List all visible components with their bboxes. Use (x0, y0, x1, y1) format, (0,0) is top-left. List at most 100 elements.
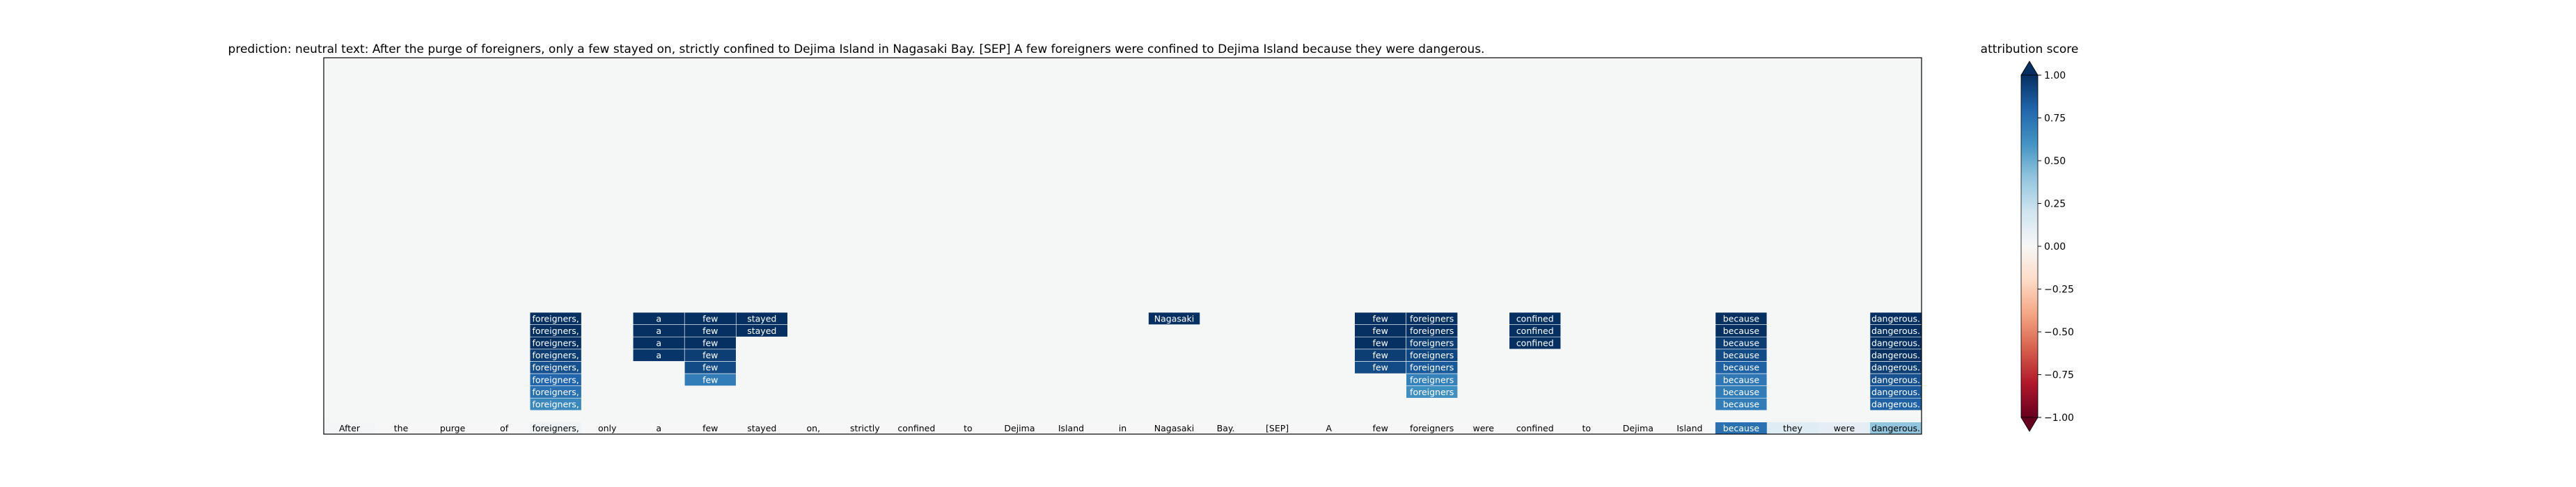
token-cell-a (1303, 422, 1355, 434)
heatmap-cell-label: foreigners, (533, 374, 579, 385)
token-cell-sep (1251, 422, 1303, 434)
colorbar-ticks: 1.00 0.75 0.50 0.25 0.00 −0.25 −0.50 −0.75 −1.00 (2038, 70, 2074, 424)
colorbar-tick-label: 0.75 (2044, 113, 2066, 125)
token-cell-were (1457, 422, 1509, 434)
heatmap-cell-confined (1509, 312, 1562, 325)
heatmap-cell-label: a (656, 313, 661, 324)
heatmap-cell-label: foreigners (1410, 387, 1454, 397)
heatmap-cell-label: because (1723, 399, 1760, 410)
token-cell-confined (1509, 422, 1561, 434)
heatmap-cell-label: confined (1516, 338, 1554, 349)
token-label: After (339, 423, 361, 433)
token-label: on, (807, 423, 821, 433)
token-label: [SEP] (1266, 423, 1289, 433)
token-label: a (656, 423, 661, 433)
heatmap-cell-label: because (1723, 362, 1760, 373)
colorbar-label: attribution score (1981, 42, 2079, 56)
colorbar-tick-label: 1.00 (2044, 70, 2066, 81)
heatmap-cell-label: foreigners, (533, 338, 579, 349)
token-label: dangerous. (1871, 423, 1920, 433)
token-cell-nagasaki (1148, 422, 1200, 434)
heatmap-cell-label: foreigners (1410, 326, 1454, 336)
token-label: few (1372, 423, 1388, 433)
token-cell-only (581, 422, 634, 434)
token-cell-in (1097, 422, 1149, 434)
heatmap-cell-label: foreigners (1410, 350, 1454, 360)
token-cell-because (1715, 422, 1767, 434)
heatmap-cell-label: foreigners (1410, 338, 1454, 349)
token-cell-they (1766, 422, 1819, 434)
heatmap-cell-label: few (702, 374, 718, 385)
heatmap-cell-label: stayed (747, 326, 776, 336)
colorbar-tick-label: 0.00 (2044, 241, 2066, 253)
heatmap-cell-label: few (702, 362, 718, 373)
token-label: Island (1058, 423, 1084, 433)
token-label: strictly (850, 423, 880, 433)
heatmap-cell-label: few (1372, 326, 1388, 336)
heatmap-cell-label: foreigners (1410, 374, 1454, 385)
token-label: only (598, 423, 617, 433)
colorbar-extend-min (2020, 417, 2039, 432)
heatmap-cell-label: because (1723, 326, 1760, 336)
heatmap-cell-label: because (1723, 350, 1760, 360)
token-cell-dangerous (1869, 422, 1922, 434)
heatmap-cell-label: a (656, 350, 661, 360)
token-label: they (1783, 423, 1803, 433)
token-label: few (702, 423, 718, 433)
token-cell-were (1818, 422, 1870, 434)
heatmap-cell-label: few (702, 338, 718, 349)
heatmap-cell-label: foreigners, (533, 362, 579, 373)
token-label: of (500, 423, 509, 433)
token-cell-island (1663, 422, 1715, 434)
token-cell-to (942, 422, 994, 434)
token-label: Nagasaki (1154, 423, 1195, 433)
token-label: to (1582, 423, 1592, 433)
heatmap-cell-stayed (735, 312, 788, 325)
heatmap-cell-label: dangerous. (1871, 387, 1920, 397)
heatmap-cell-label: Nagasaki (1154, 313, 1195, 324)
heatmap-cell-label: a (656, 338, 661, 349)
token-cell-strictly (839, 422, 891, 434)
token-label: Island (1676, 423, 1702, 433)
chart-title: prediction: neutral text: After the purg… (228, 42, 1485, 56)
token-cell-dejima (1612, 422, 1664, 434)
heatmap-cell-label: few (702, 350, 718, 360)
heatmap-cell-label: foreigners (1410, 362, 1454, 373)
token-label: were (1472, 423, 1494, 433)
heatmap-cell-label: foreigners, (533, 350, 579, 360)
heatmap-cell-label: few (1372, 350, 1388, 360)
heatmap-cell-label: because (1723, 313, 1760, 324)
heatmap-cell-label: few (1372, 338, 1388, 349)
colorbar-gradient (2020, 74, 2039, 418)
token-cell-foreigners (1406, 422, 1458, 434)
heatmap-cell-label: stayed (747, 313, 776, 324)
plot-frame (323, 57, 1922, 435)
heatmap-cell-label: because (1723, 374, 1760, 385)
heatmap-cell-label: few (702, 326, 718, 336)
heatmap-cell-label: foreigners, (533, 313, 579, 324)
token-cell-stayed (736, 422, 788, 434)
heatmap-cell-label: confined (1516, 313, 1554, 324)
heatmap-cell-label: dangerous. (1871, 350, 1920, 360)
heatmap-cell-label: foreigners, (533, 387, 579, 397)
token-label: the (394, 423, 409, 433)
heatmap-cell-label: dangerous. (1871, 374, 1920, 385)
token-label: were (1834, 423, 1855, 433)
token-label: to (964, 423, 973, 433)
token-cell-foreigners (530, 422, 582, 434)
token-cell-on (787, 422, 840, 434)
colorbar-tick-label: 0.50 (2044, 156, 2066, 167)
token-cell-bay (1200, 422, 1252, 434)
token-label: Dejima (1623, 423, 1654, 433)
token-label: in (1119, 423, 1126, 433)
colorbar-tick-label: −0.25 (2044, 285, 2074, 296)
heatmap-cell-label: foreigners, (533, 399, 579, 410)
token-cell-few (684, 422, 737, 434)
token-label: stayed (747, 423, 776, 433)
heatmap-cell-label: because (1723, 387, 1760, 397)
token-label: confined (1516, 423, 1554, 433)
colorbar-tick-label: 0.25 (2044, 199, 2066, 210)
heatmap-cell-label: dangerous. (1871, 338, 1920, 349)
colorbar-tick-label: −0.75 (2044, 370, 2074, 381)
